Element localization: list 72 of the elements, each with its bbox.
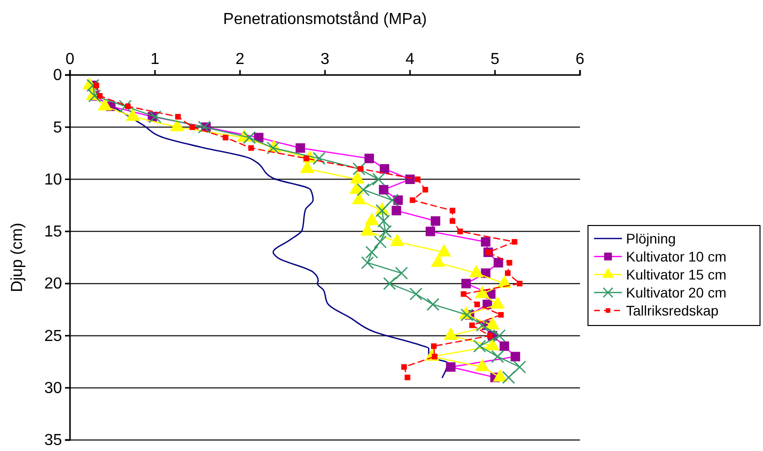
x-tick-label: 3	[320, 50, 330, 68]
point	[374, 235, 387, 248]
point	[401, 364, 407, 370]
point	[356, 183, 370, 196]
point	[460, 291, 466, 297]
x-axis-title: Penetrationsmotstånd (MPa)	[223, 11, 427, 28]
legend-label: Kultivator 20 cm	[626, 284, 726, 300]
legend-label: Kultivator 10 cm	[626, 248, 726, 264]
y-tick-label: 10	[44, 171, 62, 188]
x-tick-label: 4	[406, 50, 415, 68]
point	[383, 277, 396, 290]
point	[491, 350, 504, 364]
point	[118, 100, 132, 113]
point	[492, 329, 506, 342]
point	[377, 214, 390, 228]
point	[426, 298, 440, 311]
point	[476, 318, 489, 332]
point	[410, 197, 416, 203]
y-tick-label: 25	[44, 328, 62, 345]
point	[506, 260, 512, 266]
point	[473, 340, 486, 353]
y-tick-label: 35	[44, 432, 62, 450]
point	[450, 208, 456, 214]
point	[386, 194, 399, 207]
legend-label: Kultivator 15 cm	[626, 266, 726, 282]
point	[372, 172, 386, 186]
x-tick-label: 5	[490, 50, 500, 68]
point	[124, 103, 131, 110]
y-tick-label: 0	[53, 67, 62, 84]
x-tick-label: 0	[66, 50, 75, 68]
point	[365, 246, 378, 259]
point	[352, 162, 366, 176]
point	[512, 239, 518, 245]
point	[414, 176, 420, 182]
point	[222, 134, 228, 140]
point	[175, 114, 181, 120]
point	[248, 145, 254, 151]
point	[469, 322, 475, 328]
x-tick-label: 2	[236, 50, 245, 68]
point	[190, 124, 196, 130]
x-tick-label: 6	[576, 50, 585, 68]
y-tick-label: 15	[44, 224, 62, 241]
point	[395, 266, 408, 280]
point	[430, 343, 437, 349]
point	[242, 131, 256, 144]
point	[516, 280, 522, 286]
legend-label: Tallriksredskap	[626, 302, 719, 318]
point	[409, 288, 422, 300]
y-tick-label: 20	[44, 276, 62, 293]
point	[303, 156, 310, 162]
legend-label: Plöjning	[626, 230, 676, 246]
point	[450, 218, 456, 224]
point	[96, 93, 103, 99]
point	[498, 312, 504, 318]
point	[378, 224, 392, 238]
x-tick-label: 1	[150, 50, 160, 68]
point	[375, 204, 388, 218]
point	[312, 152, 326, 165]
y-tick-label: 5	[53, 119, 62, 136]
point	[474, 302, 480, 308]
point	[502, 370, 516, 384]
point	[422, 186, 428, 193]
point	[361, 256, 374, 270]
point	[358, 166, 364, 172]
point	[504, 270, 511, 276]
point	[404, 374, 410, 380]
point	[198, 120, 211, 134]
point	[457, 228, 463, 234]
point	[513, 360, 526, 374]
y-tick-label: 30	[44, 380, 62, 397]
y-axis-title: Djup (cm)	[9, 222, 26, 292]
point	[148, 110, 162, 124]
